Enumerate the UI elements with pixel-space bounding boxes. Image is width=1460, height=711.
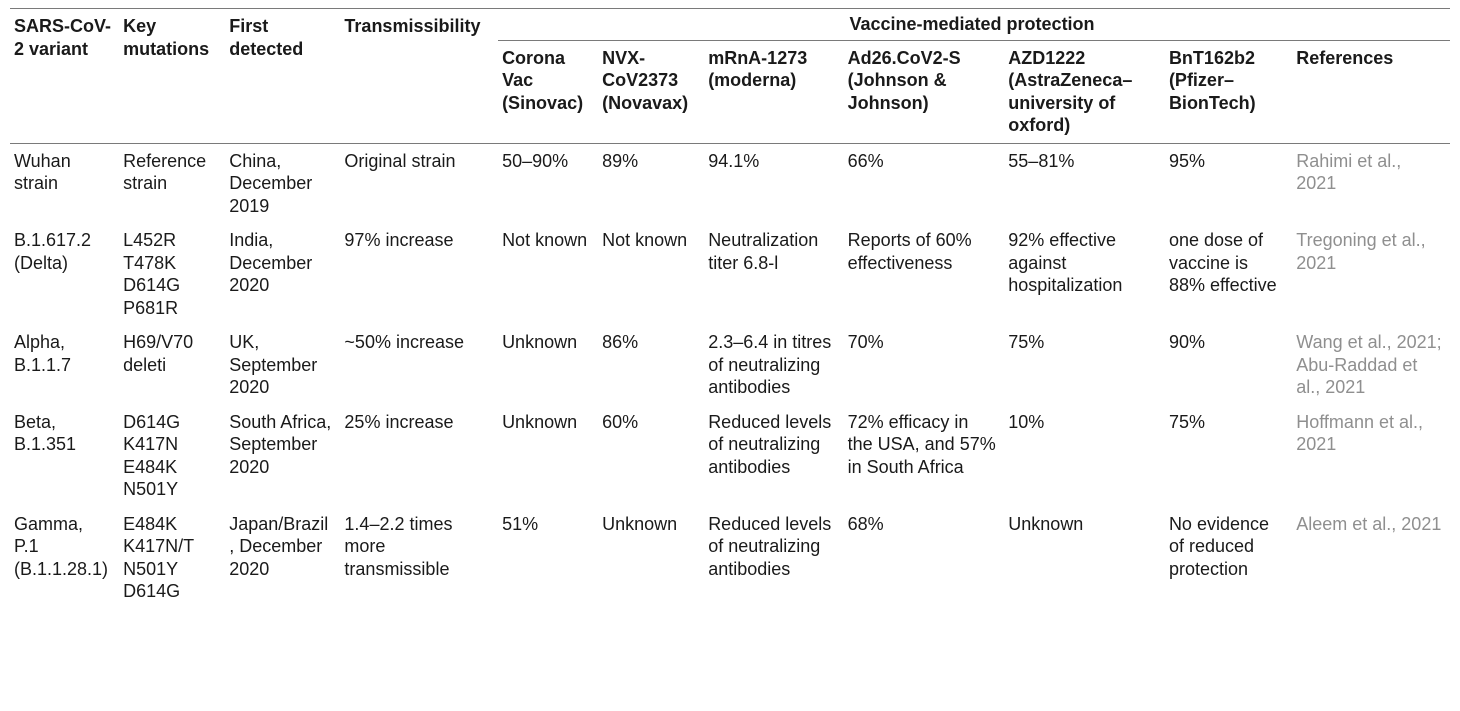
table-row: B.1.617.2 (Delta) L452R T478K D614G P681… xyxy=(10,223,1450,325)
cell-pfizer: 90% xyxy=(1165,325,1292,405)
cell-mutations: Reference strain xyxy=(119,143,225,223)
cell-moderna: Neutralization titer 6.8-l xyxy=(704,223,843,325)
cell-variant: Wuhan strain xyxy=(10,143,119,223)
cell-detected: India, December 2020 xyxy=(225,223,340,325)
col-header-jj: Ad26.CoV2-S (Johnson & Johnson) xyxy=(844,40,1005,143)
cell-refs: Rahimi et al., 2021 xyxy=(1292,143,1450,223)
cell-detected: China, December 2019 xyxy=(225,143,340,223)
cell-jj: 66% xyxy=(844,143,1005,223)
cell-detected: UK, September 2020 xyxy=(225,325,340,405)
cell-refs: Wang et al., 2021; Abu-Raddad et al., 20… xyxy=(1292,325,1450,405)
col-header-sinovac: Corona Vac (Sinovac) xyxy=(498,40,598,143)
cell-transmissibility: 97% increase xyxy=(340,223,498,325)
cell-mutations: H69/V70 deleti xyxy=(119,325,225,405)
cell-mutations: L452R T478K D614G P681R xyxy=(119,223,225,325)
cell-sinovac: Unknown xyxy=(498,325,598,405)
cell-sinovac: Unknown xyxy=(498,405,598,507)
cell-sinovac: 51% xyxy=(498,507,598,609)
col-header-transmissibility: Transmissibility xyxy=(340,9,498,144)
cell-azd: 55–81% xyxy=(1004,143,1165,223)
cell-azd: 75% xyxy=(1004,325,1165,405)
cell-moderna: 94.1% xyxy=(704,143,843,223)
cell-variant: B.1.617.2 (Delta) xyxy=(10,223,119,325)
cell-novavax: Unknown xyxy=(598,507,704,609)
cell-refs: Hoffmann et al., 2021 xyxy=(1292,405,1450,507)
col-header-spanner: Vaccine-mediated protection xyxy=(498,9,1450,41)
table-container: SARS-CoV-2 variant Key mutations First d… xyxy=(0,0,1460,621)
cell-moderna: Reduced levels of neutralizing antibodie… xyxy=(704,507,843,609)
table-row: Beta, B.1.351 D614G K417N E484K N501Y So… xyxy=(10,405,1450,507)
cell-novavax: 60% xyxy=(598,405,704,507)
cell-transmissibility: ~50% increase xyxy=(340,325,498,405)
cell-detected: Japan/Brazil, December 2020 xyxy=(225,507,340,609)
table-body: Wuhan strain Reference strain China, Dec… xyxy=(10,143,1450,609)
cell-moderna: Reduced levels of neutralizing antibodie… xyxy=(704,405,843,507)
table-row: Gamma, P.1 (B.1.1.28.1) E484K K417N/T N5… xyxy=(10,507,1450,609)
cell-pfizer: 75% xyxy=(1165,405,1292,507)
cell-azd: 10% xyxy=(1004,405,1165,507)
cell-detected: South Africa, September 2020 xyxy=(225,405,340,507)
col-header-mutations: Key mutations xyxy=(119,9,225,144)
cell-jj: 72% efficacy in the USA, and 57% in Sout… xyxy=(844,405,1005,507)
col-header-refs: References xyxy=(1292,40,1450,143)
cell-transmissibility: Original strain xyxy=(340,143,498,223)
cell-novavax: Not known xyxy=(598,223,704,325)
cell-jj: 70% xyxy=(844,325,1005,405)
cell-sinovac: Not known xyxy=(498,223,598,325)
cell-variant: Gamma, P.1 (B.1.1.28.1) xyxy=(10,507,119,609)
col-header-pfizer: BnT162b2 (Pfizer–BionTech) xyxy=(1165,40,1292,143)
col-header-moderna: mRnA-1273 (moderna) xyxy=(704,40,843,143)
variants-table: SARS-CoV-2 variant Key mutations First d… xyxy=(10,8,1450,609)
cell-jj: Reports of 60% effectiveness xyxy=(844,223,1005,325)
cell-novavax: 89% xyxy=(598,143,704,223)
cell-variant: Beta, B.1.351 xyxy=(10,405,119,507)
cell-mutations: E484K K417N/T N501Y D614G xyxy=(119,507,225,609)
cell-pfizer: 95% xyxy=(1165,143,1292,223)
cell-transmissibility: 1.4–2.2 times more transmissible xyxy=(340,507,498,609)
cell-mutations: D614G K417N E484K N501Y xyxy=(119,405,225,507)
cell-sinovac: 50–90% xyxy=(498,143,598,223)
col-header-novavax: NVX-CoV2373 (Novavax) xyxy=(598,40,704,143)
table-head: SARS-CoV-2 variant Key mutations First d… xyxy=(10,9,1450,144)
cell-refs: Aleem et al., 2021 xyxy=(1292,507,1450,609)
cell-transmissibility: 25% increase xyxy=(340,405,498,507)
col-header-detected: First detected xyxy=(225,9,340,144)
table-row: Alpha, B.1.1.7 H69/V70 deleti UK, Septem… xyxy=(10,325,1450,405)
col-header-azd: AZD1222 (AstraZeneca–university of oxfor… xyxy=(1004,40,1165,143)
cell-novavax: 86% xyxy=(598,325,704,405)
cell-variant: Alpha, B.1.1.7 xyxy=(10,325,119,405)
cell-pfizer: No evidence of reduced protection xyxy=(1165,507,1292,609)
cell-azd: Unknown xyxy=(1004,507,1165,609)
cell-refs: Tregoning et al., 2021 xyxy=(1292,223,1450,325)
cell-moderna: 2.3–6.4 in titres of neutralizing antibo… xyxy=(704,325,843,405)
col-header-variant: SARS-CoV-2 variant xyxy=(10,9,119,144)
cell-pfizer: one dose of vaccine is 88% effective xyxy=(1165,223,1292,325)
table-row: Wuhan strain Reference strain China, Dec… xyxy=(10,143,1450,223)
cell-azd: 92% effective against hospitalization xyxy=(1004,223,1165,325)
cell-jj: 68% xyxy=(844,507,1005,609)
